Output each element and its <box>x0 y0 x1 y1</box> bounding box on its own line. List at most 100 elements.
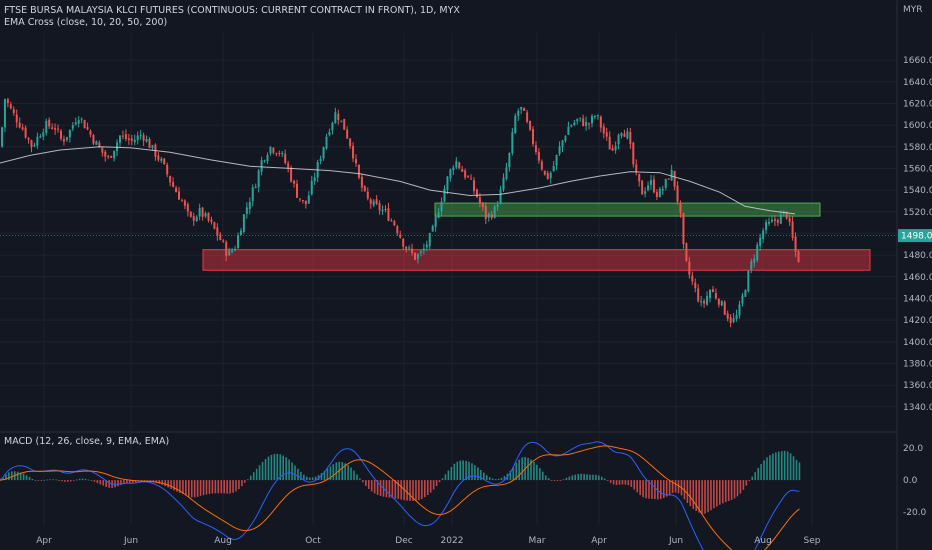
candle[interactable] <box>27 137 30 144</box>
candle[interactable] <box>183 199 186 210</box>
candle[interactable] <box>83 119 86 129</box>
candle[interactable] <box>425 240 428 252</box>
candle[interactable] <box>399 230 402 239</box>
candle[interactable] <box>384 205 387 213</box>
candle[interactable] <box>573 119 576 127</box>
candle[interactable] <box>340 120 343 123</box>
candle[interactable] <box>422 243 425 255</box>
candle[interactable] <box>605 127 608 141</box>
candle[interactable] <box>658 186 661 198</box>
candle[interactable] <box>363 185 366 193</box>
candle[interactable] <box>201 206 204 221</box>
candle[interactable] <box>372 199 375 208</box>
candle[interactable] <box>496 201 499 211</box>
candle[interactable] <box>355 154 357 167</box>
candle[interactable] <box>402 238 405 250</box>
candle[interactable] <box>673 170 676 191</box>
candle[interactable] <box>21 123 24 131</box>
candle[interactable] <box>738 300 741 319</box>
candle[interactable] <box>71 122 74 132</box>
candle[interactable] <box>502 173 505 192</box>
candle[interactable] <box>611 144 614 151</box>
candle[interactable] <box>68 129 71 143</box>
candle[interactable] <box>543 170 546 176</box>
candle[interactable] <box>711 286 714 293</box>
candle[interactable] <box>523 107 526 111</box>
candle[interactable] <box>549 171 552 184</box>
price-axis[interactable]: 1340.0 1360.0 1380.0 1400.0 1420.0 1440.0 1460… <box>903 56 932 518</box>
candle[interactable] <box>661 185 664 195</box>
candle[interactable] <box>588 122 591 130</box>
candle[interactable] <box>765 219 768 235</box>
candle[interactable] <box>269 146 272 156</box>
time-axis[interactable]: Apr Jun Aug Oct Dec 2022 Mar Apr Jun Aug Sep <box>36 536 821 546</box>
candle[interactable] <box>145 135 148 143</box>
price-zones[interactable] <box>202 202 871 271</box>
candle[interactable] <box>375 195 378 206</box>
candle[interactable] <box>428 232 431 250</box>
candle[interactable] <box>664 178 667 191</box>
candle[interactable] <box>694 278 697 293</box>
candle[interactable] <box>387 202 390 222</box>
candle[interactable] <box>747 270 750 293</box>
candle[interactable] <box>322 146 325 161</box>
candle[interactable] <box>670 164 673 181</box>
candle[interactable] <box>136 131 139 145</box>
candle[interactable] <box>729 314 732 328</box>
candle[interactable] <box>703 298 706 308</box>
candle[interactable] <box>313 172 316 186</box>
candle[interactable] <box>685 242 688 263</box>
candle[interactable] <box>51 123 54 130</box>
candle[interactable] <box>585 116 588 131</box>
candle[interactable] <box>346 126 349 140</box>
candle[interactable] <box>416 253 419 264</box>
candle[interactable] <box>534 141 537 155</box>
candle[interactable] <box>89 129 92 138</box>
candle[interactable] <box>505 162 508 181</box>
candle[interactable] <box>706 291 709 306</box>
candle[interactable] <box>797 249 800 263</box>
candle[interactable] <box>92 133 95 146</box>
candle[interactable] <box>446 175 449 195</box>
candle[interactable] <box>148 137 151 149</box>
candle[interactable] <box>529 120 532 132</box>
candle[interactable] <box>360 173 363 192</box>
candle[interactable] <box>139 129 142 140</box>
candle[interactable] <box>762 228 765 244</box>
candle[interactable] <box>735 309 738 322</box>
candle[interactable] <box>650 175 652 190</box>
candle[interactable] <box>121 130 124 140</box>
candle[interactable] <box>113 150 116 162</box>
candle[interactable] <box>189 211 192 218</box>
candle[interactable] <box>794 232 797 258</box>
candle[interactable] <box>511 127 514 156</box>
candle[interactable] <box>301 199 304 204</box>
candle[interactable] <box>791 216 794 241</box>
candle[interactable] <box>178 186 180 200</box>
candle[interactable] <box>293 179 296 188</box>
candle[interactable] <box>33 142 36 148</box>
candle[interactable] <box>570 124 573 128</box>
candle[interactable] <box>552 160 555 172</box>
candle[interactable] <box>39 133 42 139</box>
macd-label[interactable]: MACD (12, 26, close, 9, EMA, EMA) <box>4 436 170 447</box>
candle[interactable] <box>576 118 579 125</box>
candle[interactable] <box>411 243 414 256</box>
candle[interactable] <box>408 245 411 251</box>
candle[interactable] <box>623 129 626 137</box>
candle[interactable] <box>319 155 322 165</box>
candle[interactable] <box>1 126 3 148</box>
candle[interactable] <box>582 114 585 127</box>
candle[interactable] <box>434 213 437 232</box>
candle[interactable] <box>644 187 647 198</box>
candle[interactable] <box>60 129 62 141</box>
candle[interactable] <box>163 158 166 165</box>
candle[interactable] <box>192 212 195 226</box>
candle[interactable] <box>540 159 543 171</box>
candle[interactable] <box>723 300 726 315</box>
chart-title[interactable]: FTSE BURSA MALAYSIA KLCI FUTURES (CONTIN… <box>4 5 460 16</box>
candle[interactable] <box>744 289 747 298</box>
candle[interactable] <box>257 168 260 193</box>
candle[interactable] <box>419 249 422 257</box>
